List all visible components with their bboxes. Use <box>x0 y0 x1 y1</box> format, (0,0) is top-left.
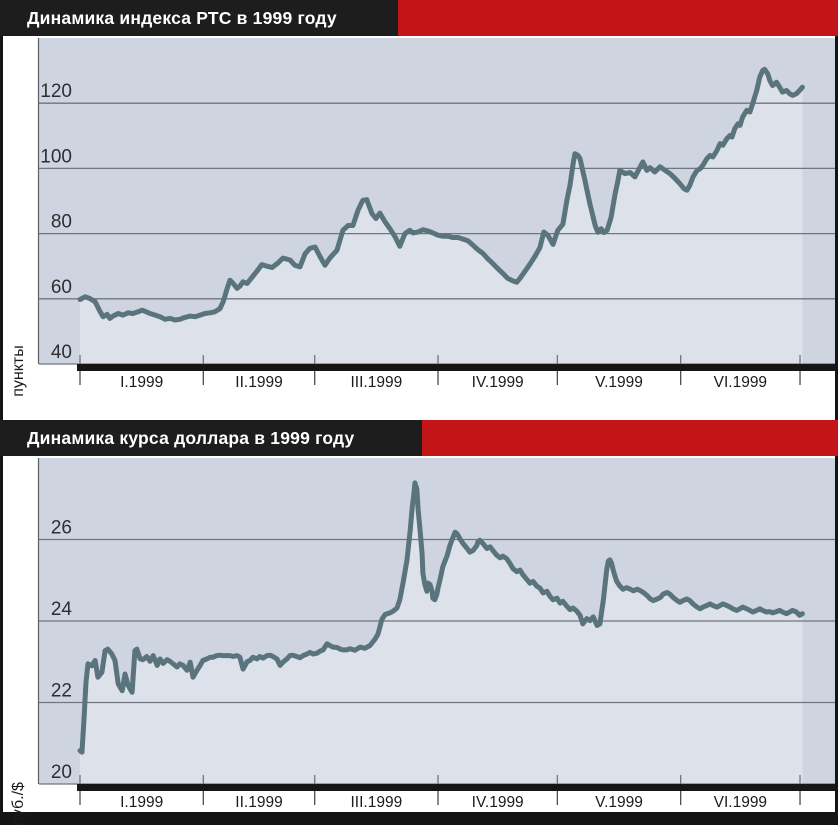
month-label: I.1999 <box>120 374 163 391</box>
month-label: III.1999 <box>351 374 403 391</box>
usd-chart-header: Динамика курса доллара в 1999 году <box>0 420 838 456</box>
series-area <box>80 482 803 784</box>
y-tick-label: 40 <box>51 342 72 363</box>
rts-chart-title: Динамика индекса РТС в 1999 году <box>0 0 398 36</box>
series-line <box>77 66 805 323</box>
header-red-bar <box>398 0 838 36</box>
series-area <box>80 69 803 365</box>
y-tick-label: 120 <box>40 81 72 102</box>
y-tick-label: 80 <box>51 212 72 233</box>
usd-chart-title: Динамика курса доллара в 1999 году <box>0 420 422 456</box>
usd-chart-canvas: 20 22 24 26 I.1999 II.1999 III.1999 IV.1999 V.19… <box>37 458 835 811</box>
month-label: IV.1999 <box>472 794 524 811</box>
month-label: II.1999 <box>235 794 282 811</box>
y-tick-label: 100 <box>40 146 72 167</box>
panel-divider-gap <box>3 392 835 420</box>
y-tick-label: 22 <box>51 681 72 702</box>
month-label: V.1999 <box>595 794 643 811</box>
rts-plot-area: 40 60 80 100 120 I.1999 II.1999 III.1999 IV.1999… <box>3 36 835 397</box>
month-label: IV.1999 <box>472 374 524 391</box>
month-label: V.1999 <box>595 374 643 391</box>
rts-y-axis-unit: пункты <box>10 345 27 397</box>
y-tick-label: 60 <box>51 277 72 298</box>
x-axis-bar <box>77 784 835 791</box>
usd-y-axis-unit: руб./$ <box>10 782 27 825</box>
rts-chart-canvas: 40 60 80 100 120 I.1999 II.1999 III.1999 IV.1999… <box>37 38 835 391</box>
month-label: II.1999 <box>235 374 282 391</box>
usd-plot-area: 20 22 24 26 I.1999 II.1999 III.1999 IV.1999 V.19… <box>3 456 835 825</box>
y-tick-label: 26 <box>51 518 72 539</box>
x-axis-bar <box>77 364 835 371</box>
month-label: VI.1999 <box>714 794 767 811</box>
y-tick-label: 24 <box>51 599 73 620</box>
series-line <box>77 480 805 755</box>
y-tick-label: 20 <box>51 762 72 783</box>
usd-rate-chart-panel: Динамика курса доллара в 1999 году 20 22 2… <box>0 420 838 825</box>
month-label: I.1999 <box>120 794 163 811</box>
header-red-bar <box>422 420 838 456</box>
rts-chart-header: Динамика индекса РТС в 1999 году <box>0 0 838 36</box>
month-label: VI.1999 <box>714 374 767 391</box>
rts-index-chart-panel: Динамика индекса РТС в 1999 году 40 60 80 1… <box>0 0 838 397</box>
month-label: III.1999 <box>351 794 403 811</box>
